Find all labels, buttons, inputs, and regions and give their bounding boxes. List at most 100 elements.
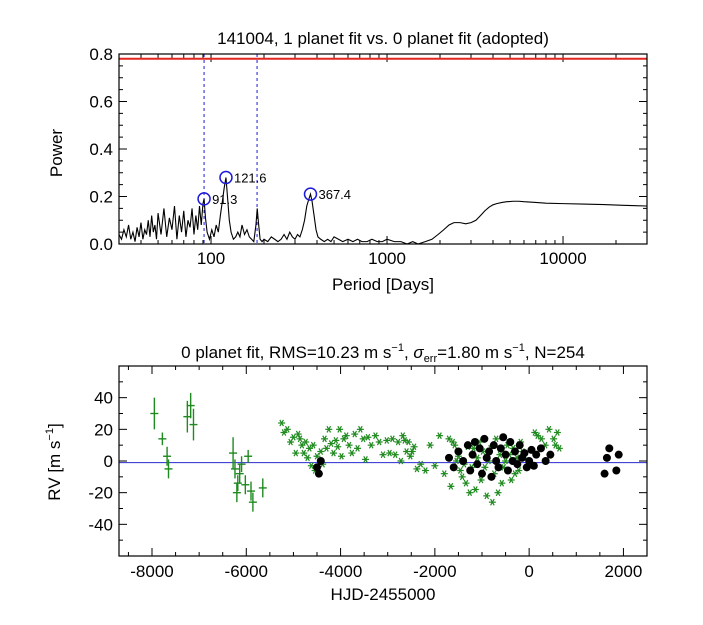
rv-point-star	[356, 425, 364, 433]
rv-point-star	[399, 432, 407, 440]
star-stroke	[322, 435, 327, 443]
star-stroke	[331, 449, 336, 457]
rv-point-star	[354, 444, 362, 452]
rv-ytick-label: 0	[104, 452, 113, 471]
rv-point-star	[453, 457, 461, 465]
rv-point-star	[289, 433, 297, 441]
rv-point-star	[421, 467, 429, 474]
rv-point-errorbar	[186, 392, 195, 419]
periodogram-xtick-label: 100	[197, 249, 225, 268]
rv-point-circle	[503, 466, 512, 475]
star-stroke	[368, 441, 374, 449]
star-stroke	[295, 430, 301, 438]
periodogram-axes-ticks: 0.0 0.2 0.4 0.6 0.8 100 1000 10000	[89, 45, 648, 268]
rv-title-sub: err	[424, 353, 438, 365]
rv-title: 0 planet fit, RMS=10.23 m s−1, σerr=1.80…	[181, 342, 585, 365]
rv-point-star	[413, 465, 421, 473]
rv-point-errorbar	[158, 432, 167, 446]
rv-point-errorbar	[233, 475, 242, 492]
star-stroke	[516, 467, 522, 474]
rv-point-circle	[541, 457, 550, 465]
rv-point-errorbar	[247, 481, 255, 501]
star-stroke	[408, 452, 413, 460]
rv-title-tail: =1.80 m s	[437, 343, 512, 362]
star-stroke	[446, 435, 452, 443]
rv-point-circle	[600, 469, 609, 478]
star-stroke	[291, 433, 296, 441]
rv-point-circle	[612, 466, 621, 475]
star-stroke	[279, 419, 284, 427]
rv-point-star	[494, 489, 502, 497]
rv-point-star	[498, 479, 506, 487]
rv-point-star	[483, 492, 491, 500]
rv-point-errorbar	[248, 492, 257, 512]
rv-point-circle	[522, 463, 531, 472]
rv-title-lead: 0 planet fit, RMS=10.23 m s	[181, 343, 391, 362]
periodogram-frame	[118, 53, 648, 245]
rv-axes-ticks: -40 -20 0 20 40 -8000 -6000 -4000 -2000 0 2000	[88, 366, 648, 581]
periodogram-ytick-label: 0.0	[89, 235, 113, 254]
rv-point-star	[466, 489, 474, 497]
star-stroke	[328, 440, 334, 447]
star-stroke	[452, 441, 457, 449]
rv-point-errorbar	[235, 464, 244, 484]
rv-point-star	[375, 438, 383, 446]
periodogram-xtick-label: 10000	[539, 249, 586, 268]
rv-point-star	[379, 451, 387, 459]
star-stroke	[490, 498, 495, 506]
rv-point-star	[364, 433, 372, 441]
rv-point-circle	[614, 450, 623, 459]
rv-point-circle	[501, 450, 510, 459]
rv-point-star	[394, 438, 402, 446]
star-stroke	[390, 435, 395, 443]
star-stroke	[380, 451, 386, 459]
star-stroke	[337, 425, 342, 433]
rv-point-circle	[480, 434, 489, 443]
rv-xtick-label: -6000	[225, 562, 268, 581]
star-stroke	[467, 489, 473, 497]
rv-point-star	[426, 441, 434, 449]
rv-point-star	[287, 438, 295, 446]
rv-points	[150, 392, 623, 512]
rv-point-circle	[532, 450, 541, 459]
rv-point-errorbar	[189, 408, 198, 441]
star-stroke	[318, 448, 324, 455]
rv-point-star	[451, 441, 459, 449]
rv-ytick-label: -20	[88, 484, 113, 503]
rv-point-star	[388, 435, 396, 443]
rv-point-circle	[466, 466, 475, 475]
rv-ylabel-exp: −1	[44, 428, 56, 441]
rv-point-circle	[468, 450, 477, 459]
star-stroke	[497, 451, 503, 459]
periodogram-ytick-label: 0.6	[89, 93, 113, 112]
star-stroke	[539, 435, 544, 443]
star-stroke	[293, 449, 299, 457]
rv-point-star	[367, 441, 375, 449]
star-stroke	[373, 432, 378, 440]
rv-point-circle	[546, 450, 555, 459]
rv-point-circle	[313, 463, 321, 472]
rv-point-star	[348, 449, 356, 457]
star-stroke	[448, 482, 454, 490]
rv-point-star	[555, 444, 563, 452]
star-stroke	[532, 429, 538, 436]
rv-point-star	[553, 429, 561, 436]
star-stroke	[307, 444, 312, 452]
rv-point-circle	[470, 438, 479, 446]
star-stroke	[297, 435, 303, 443]
star-stroke	[352, 430, 358, 438]
rv-point-star	[278, 419, 286, 427]
star-stroke	[309, 462, 314, 470]
rv-point-star	[545, 425, 553, 433]
star-stroke	[501, 463, 507, 471]
star-stroke	[471, 444, 476, 452]
star-stroke	[556, 444, 562, 452]
rv-xtick-label: -4000	[319, 562, 362, 581]
rv-point-star	[391, 451, 399, 459]
rv-point-circle	[482, 453, 491, 462]
rv-point-star	[362, 456, 370, 463]
rv-xlabel: HJD-2455000	[331, 585, 436, 604]
rv-point-star	[471, 486, 479, 493]
rv-point-errorbar	[244, 449, 253, 463]
